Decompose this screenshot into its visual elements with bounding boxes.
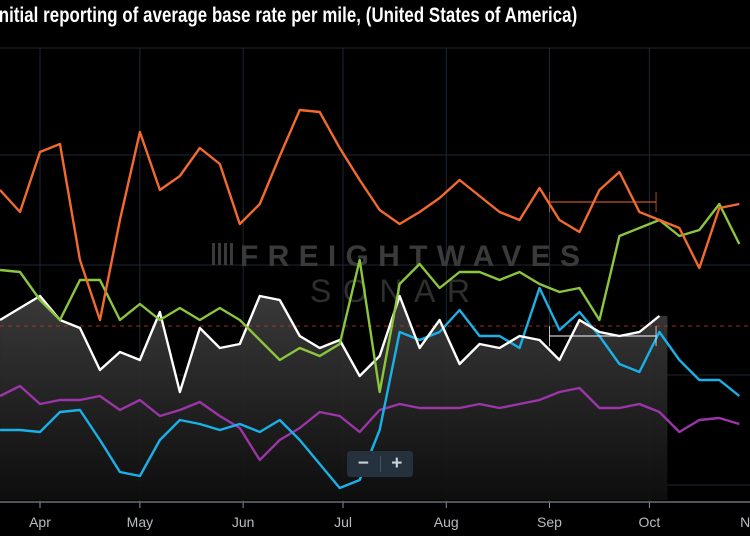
x-tick-label: Oct <box>638 514 660 530</box>
zoom-controls: − + <box>347 451 413 477</box>
x-tick-label: Jun <box>232 514 255 530</box>
watermark-line1: FREIGHTWAVES <box>240 240 580 273</box>
series-line-1 <box>0 202 741 394</box>
watermark-line2: SONAR <box>310 273 480 309</box>
freightwaves-logo-icon <box>212 243 233 265</box>
range-marker <box>548 192 657 212</box>
x-tick-label: Jul <box>334 514 352 530</box>
x-tick-label: Sep <box>537 514 562 530</box>
series-line-2 <box>0 294 661 394</box>
x-tick-label: Aug <box>434 514 459 530</box>
zoom-out-button[interactable]: − <box>357 453 369 474</box>
x-axis: Apr May Jun Jul Aug Sep Oct Nov <box>0 501 750 530</box>
x-tick-label: May <box>127 514 153 530</box>
plot-area <box>0 108 750 500</box>
series-line-4 <box>0 384 740 462</box>
series-area <box>0 296 668 500</box>
range-marker <box>548 326 657 346</box>
series-line-0 <box>0 108 740 322</box>
x-tick-label: Nov <box>740 514 750 530</box>
divider <box>379 456 381 472</box>
x-tick-label: Apr <box>29 514 51 530</box>
zoom-in-button[interactable]: + <box>391 453 403 474</box>
chart-title: Initial reporting of average base rate p… <box>0 4 578 27</box>
